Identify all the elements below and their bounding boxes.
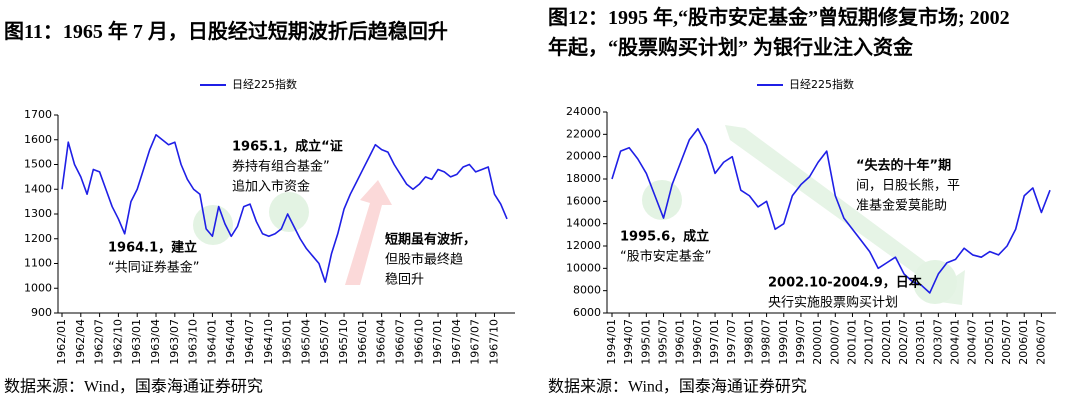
chart-title: 图11：1965 年 7 月，日股经过短期波折后趋稳回升	[4, 19, 448, 43]
x-tick-label: 1964/07	[243, 319, 256, 365]
annotation: 但股市最终趋	[385, 252, 463, 268]
x-tick-label: 1966/10	[412, 319, 425, 365]
x-tick-label: 1962/07	[93, 319, 106, 365]
annotation: 央行实施股票购买计划	[768, 295, 898, 311]
source-note: 数据来源：Wind，国泰海通证券研究	[4, 378, 263, 396]
charts: 图11：1965 年 7 月，日股经过短期波折后趋稳回升 900 1000 1100 1…	[4, 5, 1056, 396]
x-tick-label: 1999/01	[777, 319, 790, 365]
x-tick-label: 2003/07	[931, 319, 944, 365]
y-tick-label: 1100	[24, 257, 52, 270]
y-tick-label: 1400	[24, 182, 52, 195]
x-tick-label: 1967/01	[431, 319, 444, 365]
highlight-circle	[269, 192, 309, 232]
y-tick-label: 1500	[24, 158, 52, 171]
annotation: 追加入市资金	[232, 179, 310, 195]
y-tick-label: 1300	[24, 207, 52, 220]
x-tick-label: 2000/07	[828, 319, 841, 365]
x-tick-label: 2001/07	[863, 319, 876, 365]
chart-title: 图12：1995 年,“股市安定基金”曾短期修复市场; 2002	[548, 5, 1010, 29]
x-tick-label: 1965/10	[337, 319, 350, 365]
annotation: 稳回升	[385, 272, 424, 288]
x-tick-label: 1996/01	[674, 319, 687, 365]
x-tick-label: 1963/07	[168, 319, 181, 365]
x-tick-label: 2006/01	[1017, 319, 1030, 365]
x-tick-label: 1965/07	[318, 319, 331, 365]
x-tick-label: 2004/07	[966, 319, 979, 365]
x-tick-label: 1998/01	[742, 319, 755, 365]
y-tick-label: 10000	[566, 261, 601, 274]
annotation: 2002.10-2004.9，日本	[768, 275, 922, 291]
x-tick-label: 2002/01	[880, 319, 893, 365]
x-tick-label: 1965/04	[299, 319, 312, 365]
x-tick-label: 1997/07	[725, 319, 738, 365]
x-tick-label: 1962/10	[111, 319, 124, 365]
x-tick-label: 1994/07	[622, 319, 635, 365]
x-tick-label: 1995/01	[639, 319, 652, 365]
x-tick-label: 2002/07	[897, 319, 910, 365]
y-tick-label: 1700	[24, 108, 52, 121]
x-tick-label: 2006/07	[1034, 319, 1047, 365]
y-tick-label: 6000	[573, 306, 601, 319]
y-tick-label: 18000	[566, 172, 601, 185]
source-note: 数据来源：Wind，国泰海通证券研究	[548, 378, 807, 396]
y-tick-label: 1000	[24, 281, 52, 294]
series-line	[61, 134, 508, 283]
annotation: 短期虽有波折，	[385, 232, 476, 248]
x-tick-label: 1967/07	[469, 319, 482, 365]
y-tick-label: 14000	[566, 217, 601, 230]
annotation: 1964.1，建立	[108, 240, 197, 256]
x-tick-label: 2001/01	[845, 319, 858, 365]
x-tick-label: 2005/01	[983, 319, 996, 365]
x-tick-label: 1964/10	[262, 319, 275, 365]
x-tick-label: 1963/04	[149, 319, 162, 365]
x-tick-label: 2005/07	[1000, 319, 1013, 365]
annotation: 1965.1，成立“证	[232, 139, 343, 155]
x-tick-label: 1962/04	[74, 319, 87, 365]
x-tick-label: 1967/04	[450, 319, 463, 365]
chart-title: 年起，“股票购买计划” 为银行业注入资金	[548, 35, 914, 59]
x-tick-label: 1996/07	[691, 319, 704, 365]
legend-label: 日经225指数	[789, 77, 854, 91]
series-line	[611, 127, 1051, 294]
annotation: 1995.6，成立	[620, 229, 709, 245]
annotation: “股市安定基金”	[620, 249, 711, 265]
y-tick-label: 8000	[573, 284, 601, 297]
y-tick-label: 20000	[566, 150, 601, 163]
annotation: “失去的十年”期	[856, 158, 951, 174]
y-tick-label: 24000	[566, 105, 601, 118]
annotation: “共同证券基金”	[108, 260, 199, 276]
y-tick-label: 12000	[566, 239, 601, 252]
y-tick-label: 900	[31, 306, 52, 319]
arrow	[345, 180, 392, 285]
x-tick-label: 1965/01	[281, 319, 294, 365]
x-tick-label: 1962/01	[55, 319, 68, 365]
trend-arrow	[725, 125, 965, 305]
y-tick-label: 22000	[566, 127, 601, 140]
x-tick-label: 1966/04	[375, 319, 388, 365]
x-tick-label: 1995/07	[657, 319, 670, 365]
legend-label: 日经225指数	[232, 77, 297, 91]
x-tick-label: 2003/01	[914, 319, 927, 365]
x-tick-label: 1964/01	[205, 319, 218, 365]
x-tick-label: 1994/01	[605, 319, 618, 365]
y-tick-label: 1600	[24, 133, 52, 146]
y-tick-label: 16000	[566, 194, 601, 207]
x-tick-label: 1999/07	[794, 319, 807, 365]
x-tick-label: 1997/01	[708, 319, 721, 365]
x-tick-label: 2004/01	[949, 319, 962, 365]
highlight-circle	[193, 205, 233, 245]
x-tick-label: 1963/01	[130, 319, 143, 365]
x-tick-label: 1966/07	[393, 319, 406, 365]
x-tick-label: 1964/04	[224, 319, 237, 365]
x-tick-label: 1963/10	[187, 319, 200, 365]
y-tick-label: 1200	[24, 232, 52, 245]
x-tick-label: 2000/01	[811, 319, 824, 365]
x-tick-label: 1998/07	[760, 319, 773, 365]
x-tick-label: 1966/01	[356, 319, 369, 365]
annotation: 准基金爱莫能助	[856, 198, 947, 214]
annotation: 券持有组合基金”	[232, 159, 330, 175]
x-tick-label: 1967/10	[487, 319, 500, 365]
annotation: 间，日股长熊，平	[856, 178, 960, 194]
